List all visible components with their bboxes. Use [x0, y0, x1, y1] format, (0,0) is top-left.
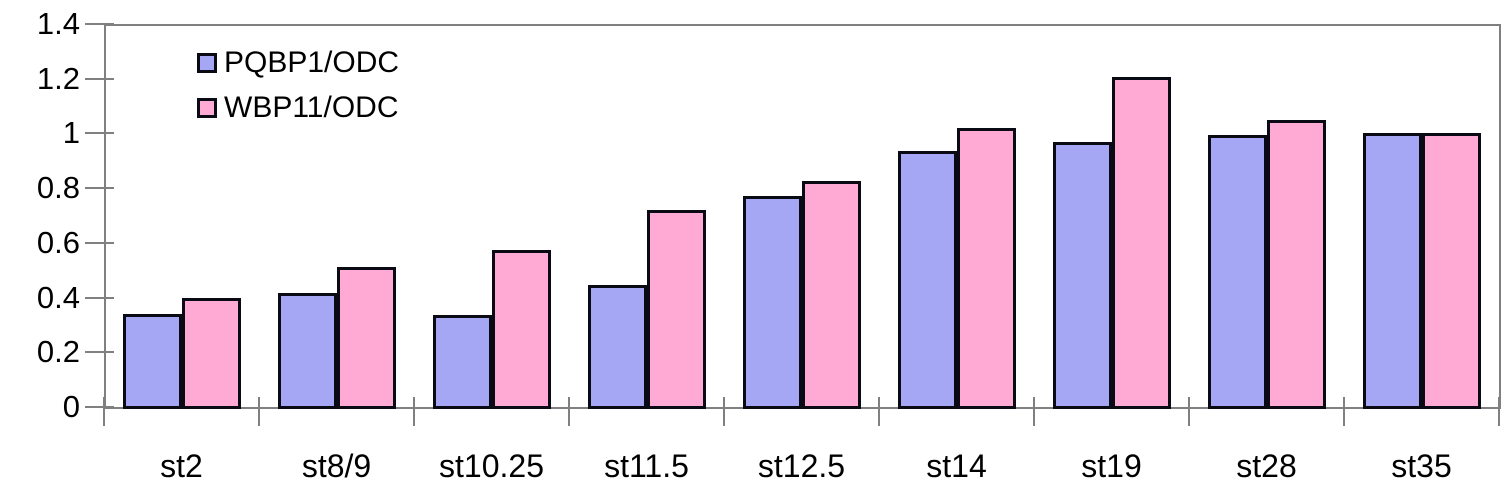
bar-pqbp1-st28 [1208, 135, 1267, 409]
y-tick-label: 1.4 [36, 6, 80, 41]
x-axis-tick [1033, 397, 1035, 426]
x-axis-tick [103, 397, 105, 426]
x-axis-tick [1188, 397, 1190, 426]
bar-wbp11-st11.5 [647, 210, 706, 409]
y-axis-tick [85, 23, 114, 25]
x-axis-tick [878, 397, 880, 426]
x-category-label: st8/9 [301, 448, 372, 484]
y-axis-tick [85, 296, 114, 299]
x-axis-tick [568, 397, 570, 426]
x-category-label: st28 [1236, 448, 1297, 484]
y-tick-label: 0.2 [36, 334, 80, 370]
y-axis-tick [85, 77, 114, 80]
bar-pqbp1-st14 [898, 151, 957, 409]
x-category-label: st2 [160, 448, 203, 484]
x-axis-tick [1343, 397, 1345, 426]
y-tick-label: 0 [62, 389, 80, 424]
bar-wbp11-st28 [1267, 120, 1326, 409]
bar-pqbp1-st19 [1053, 142, 1112, 409]
legend-swatch-icon [197, 53, 217, 73]
y-tick-label: 0.4 [36, 279, 80, 315]
x-category-label: st12.5 [757, 448, 846, 484]
bar-wbp11-st8/9 [337, 267, 396, 409]
bar-wbp11-st19 [1112, 77, 1171, 409]
bar-wbp11-st2 [182, 298, 241, 409]
x-category-label: st11.5 [604, 448, 689, 484]
x-axis-tick [258, 397, 260, 426]
bar-pqbp1-st10.25 [433, 315, 492, 409]
legend-label: PQBP1/ODC [224, 46, 400, 79]
bar-wbp11-st12.5 [802, 181, 861, 409]
x-category-label: st19 [1081, 448, 1142, 484]
x-category-label: st14 [926, 448, 987, 484]
y-axis-tick [85, 187, 114, 190]
y-axis-tick [85, 241, 114, 244]
x-category-label: st10.25 [439, 448, 544, 484]
x-axis-tick [723, 397, 725, 426]
bar-wbp11-st10.25 [492, 250, 551, 409]
bar-pqbp1-st8/9 [278, 293, 337, 409]
y-axis-tick [85, 406, 114, 408]
bar-pqbp1-st35 [1363, 133, 1422, 409]
y-tick-label: 1.2 [36, 60, 80, 96]
legend-item-series-2: WBP11/ODC [197, 93, 399, 123]
y-tick-label: 0.6 [36, 224, 80, 260]
bar-pqbp1-st2 [123, 314, 182, 409]
legend-swatch-icon [197, 98, 217, 118]
bar-pqbp1-st11.5 [588, 285, 647, 409]
y-tick-label: 1 [62, 115, 80, 151]
bar-wbp11-st35 [1422, 133, 1481, 409]
y-axis-tick [85, 132, 114, 135]
x-category-label: st35 [1391, 448, 1452, 484]
y-tick-label: 0.8 [36, 170, 80, 206]
legend-label: WBP11/ODC [224, 91, 399, 124]
bar-wbp11-st14 [957, 128, 1016, 409]
legend: PQBP1/ODC WBP11/ODC [197, 48, 399, 138]
y-axis-tick [85, 351, 114, 354]
x-axis-tick [413, 397, 415, 426]
legend-item-series-1: PQBP1/ODC [197, 48, 399, 78]
x-axis-tick [1498, 397, 1500, 426]
bar-pqbp1-st12.5 [743, 196, 802, 409]
